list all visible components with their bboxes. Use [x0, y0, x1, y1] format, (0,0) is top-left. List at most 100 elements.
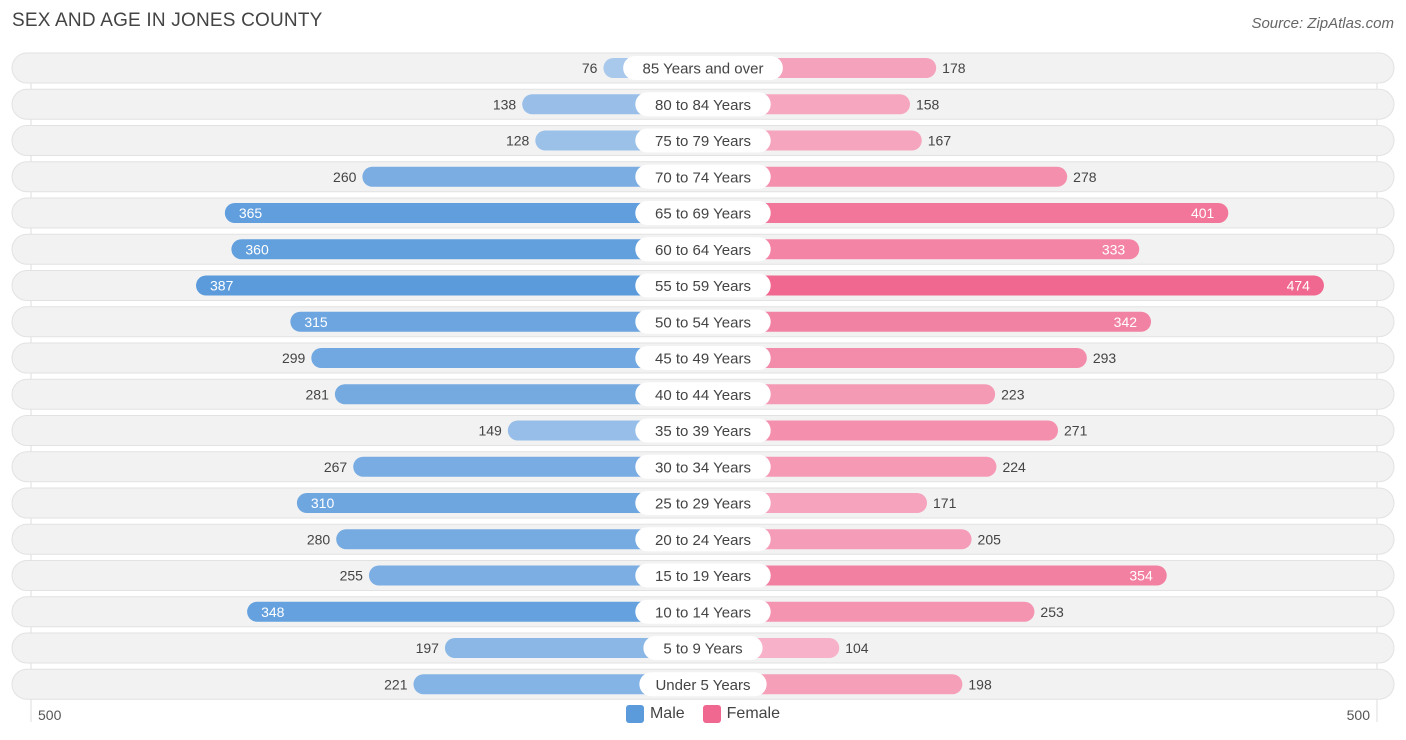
axis-label-left: 500: [38, 707, 62, 723]
row-9: 281 223 40 to 44 Years: [11, 378, 1395, 410]
category-label-background: [635, 527, 771, 552]
female-bar: [703, 239, 1140, 260]
female-bar: [703, 384, 996, 405]
row-4: 365 401 65 to 69 Years: [11, 197, 1395, 229]
row-0: 76 178 85 Years and over: [11, 52, 1395, 84]
male-value-label: 260: [333, 169, 357, 185]
female-bar: [703, 529, 972, 550]
male-value-label: 310: [311, 495, 335, 511]
female-value-label: 342: [1114, 314, 1138, 330]
male-value-label: 221: [384, 676, 408, 692]
female-swatch: [702, 705, 721, 723]
male-value-label: 360: [245, 241, 269, 257]
category-label: 80 to 84 Years: [655, 97, 751, 114]
category-label-background: [635, 491, 771, 515]
category-label-background: [635, 599, 771, 624]
row-17: 221 198 Under 5 Years: [11, 668, 1395, 700]
category-label: 20 to 24 Years: [655, 532, 751, 549]
category-label: 10 to 14 Years: [655, 604, 751, 621]
category-label-background: [635, 309, 771, 334]
category-label-background: [635, 237, 771, 262]
row-13: 280 205 20 to 24 Years: [11, 523, 1395, 555]
male-bar: [413, 674, 703, 695]
category-label: 40 to 44 Years: [655, 387, 751, 404]
category-label: 35 to 39 Years: [655, 423, 751, 440]
row-5: 360 333 60 to 64 Years: [11, 233, 1395, 265]
row-11: 267 224 30 to 34 Years: [11, 451, 1395, 483]
female-value-label: 158: [916, 96, 940, 112]
female-value-label: 223: [1001, 386, 1025, 402]
legend-female-label: Female: [726, 705, 781, 722]
male-value-label: 267: [324, 459, 348, 475]
female-value-label: 278: [1073, 169, 1097, 185]
category-label: Under 5 Years: [655, 677, 750, 694]
category-label: 5 to 9 Years: [663, 641, 742, 658]
row-10: 149 271 35 to 39 Years: [11, 415, 1395, 446]
male-bar: [247, 601, 703, 622]
female-value-label: 271: [1064, 423, 1088, 439]
legend-item-female[interactable]: Female: [702, 705, 781, 723]
male-value-label: 365: [239, 205, 263, 221]
legend-male-label: Male: [649, 705, 685, 722]
category-label-background: [623, 56, 783, 80]
row-8: 299 293 45 to 49 Years: [11, 342, 1395, 374]
male-bar: [362, 166, 703, 187]
female-value-label: 198: [968, 676, 992, 692]
male-bar: [296, 493, 703, 513]
male-value-label: 149: [478, 423, 502, 439]
male-value-label: 255: [340, 568, 364, 584]
category-label: 85 Years and over: [643, 61, 764, 78]
row-6: 387 474 55 to 59 Years: [11, 270, 1395, 301]
category-label: 25 to 29 Years: [655, 496, 751, 513]
female-value-label: 178: [942, 60, 966, 76]
male-value-label: 128: [506, 133, 530, 149]
female-value-label: 474: [1287, 278, 1311, 294]
male-bar: [353, 456, 703, 477]
row-3: 260 278 70 to 74 Years: [11, 161, 1395, 193]
legend-item-male[interactable]: Male: [625, 705, 685, 723]
row-15: 348 253 10 to 14 Years: [11, 596, 1395, 628]
male-value-label: 299: [282, 350, 306, 366]
category-label: 55 to 59 Years: [655, 278, 751, 295]
row-14: 255 354 15 to 19 Years: [11, 560, 1395, 591]
category-label: 70 to 74 Years: [655, 169, 751, 186]
male-bar: [311, 348, 703, 368]
female-value-label: 205: [978, 531, 1002, 547]
row-7: 315 342 50 to 54 Years: [11, 306, 1395, 338]
female-bar: [703, 275, 1324, 296]
male-bar: [224, 203, 703, 223]
male-value-label: 138: [493, 96, 517, 112]
category-label-background: [639, 672, 767, 697]
category-label-background: [635, 273, 771, 298]
male-swatch: [625, 705, 644, 723]
category-label: 15 to 19 Years: [655, 568, 751, 585]
female-value-label: 401: [1191, 205, 1215, 221]
male-bar: [368, 565, 703, 586]
legend: Male Female: [0, 705, 1406, 723]
female-value-label: 224: [1002, 459, 1026, 475]
category-label: 60 to 64 Years: [655, 242, 751, 259]
axis-label-right: 500: [1346, 707, 1370, 723]
source-label: Source: ZipAtlas.com: [1251, 15, 1394, 32]
male-bar: [231, 239, 703, 260]
female-value-label: 293: [1093, 350, 1117, 366]
female-value-label: 167: [928, 133, 952, 149]
category-label-background: [635, 164, 771, 189]
female-bar: [703, 674, 963, 695]
female-bar: [703, 420, 1059, 441]
female-bar: [703, 601, 1035, 622]
male-value-label: 387: [210, 278, 234, 294]
category-label-background: [635, 346, 771, 370]
row-16: 197 104 5 to 9 Years: [11, 632, 1395, 664]
category-label-background: [635, 418, 771, 443]
category-label: 30 to 34 Years: [655, 459, 751, 476]
row-12: 310 171 25 to 29 Years: [11, 487, 1395, 519]
male-value-label: 76: [582, 60, 598, 76]
female-bar: [703, 203, 1229, 223]
category-label: 75 to 79 Years: [655, 133, 751, 150]
male-bar: [290, 311, 703, 332]
category-label: 65 to 69 Years: [655, 206, 751, 223]
male-value-label: 348: [261, 604, 285, 620]
male-value-label: 197: [416, 640, 440, 656]
